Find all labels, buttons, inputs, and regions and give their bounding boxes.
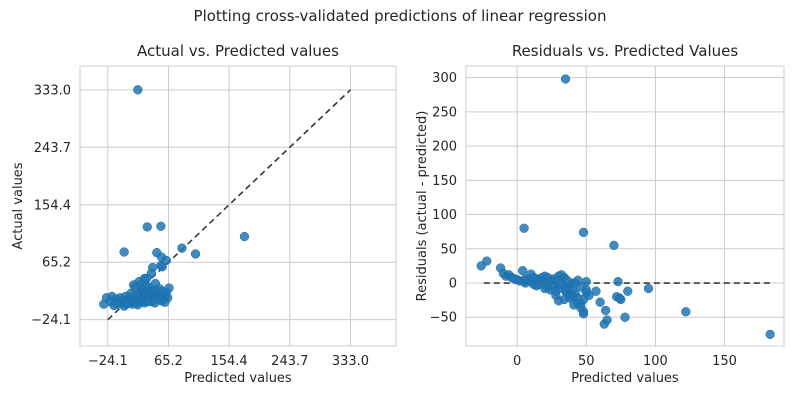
y-tick-label: −24.1 (31, 313, 71, 328)
y-tick-label: 0 (449, 277, 457, 292)
data-point (565, 293, 575, 303)
data-point (164, 283, 174, 293)
data-point (177, 243, 187, 253)
data-point (157, 262, 167, 272)
data-point (562, 275, 572, 285)
data-point (190, 249, 201, 259)
residuals-y-axis-label: Residuals (actual - predicted) (415, 111, 430, 302)
data-point (609, 240, 619, 251)
residuals-y-ticks: −50 0 50 100 150 200 250 300 (430, 71, 457, 326)
data-point (156, 221, 166, 231)
data-point (518, 266, 528, 276)
actual-vs-predicted-plot-frame (79, 65, 397, 347)
x-tick-label: 100 (643, 354, 668, 369)
data-point (613, 276, 623, 287)
data-point (620, 312, 630, 322)
x-tick-label: 154.4 (210, 354, 247, 369)
residuals-x-axis-label: Predicted values (571, 371, 679, 386)
actual-vs-predicted-chart: −24.1 65.2 154.4 243.7 333.0 −24.1 65.2 154.4 2… (11, 42, 397, 386)
figure-suptitle: Plotting cross-validated predictions of … (194, 7, 607, 25)
y-tick-label: 333.0 (34, 83, 71, 98)
x-tick-label: 150 (712, 354, 737, 369)
data-point (765, 329, 775, 340)
actual-vs-predicted-y-axis-label: Actual values (11, 162, 26, 249)
actual-vs-predicted-y-ticks: −24.1 65.2 154.4 243.7 333.0 (31, 83, 71, 328)
actual-vs-predicted-gridlines (80, 66, 396, 346)
residuals-x-ticks: 0 50 100 150 (513, 354, 737, 369)
data-point (591, 286, 601, 296)
data-point (643, 283, 654, 294)
data-point (520, 274, 531, 284)
y-tick-label: 65.2 (42, 256, 71, 271)
x-tick-label: −24.1 (88, 354, 128, 369)
data-point (578, 227, 589, 238)
y-tick-label: 50 (440, 242, 457, 257)
x-tick-label: 0 (513, 354, 521, 369)
data-point (239, 231, 250, 242)
data-point (595, 297, 605, 307)
actual-vs-predicted-x-ticks: −24.1 65.2 154.4 243.7 333.0 (88, 354, 369, 369)
y-tick-label: 200 (432, 140, 457, 155)
y-tick-label: 250 (432, 105, 457, 120)
data-point (141, 281, 151, 291)
residuals-points (476, 74, 775, 340)
data-point (133, 85, 143, 95)
y-tick-label: 300 (432, 71, 457, 86)
data-point (581, 285, 591, 295)
x-tick-label: 50 (578, 354, 595, 369)
data-point (154, 284, 165, 294)
residuals-gridlines (466, 66, 784, 346)
data-point (681, 307, 691, 317)
y-tick-label: 154.4 (34, 198, 71, 213)
y-tick-label: −50 (430, 311, 457, 326)
data-point (560, 74, 571, 84)
data-point (623, 286, 633, 296)
data-point (142, 222, 152, 232)
data-point (160, 297, 170, 307)
y-tick-label: 150 (432, 174, 457, 189)
data-point (602, 315, 612, 325)
x-tick-label: 333.0 (332, 354, 369, 369)
actual-vs-predicted-x-axis-label: Predicted values (184, 371, 292, 386)
data-point (578, 309, 589, 319)
data-point (551, 290, 561, 300)
residuals-vs-predicted-chart: 0 50 100 150 −50 0 50 100 150 200 250 300 Residual… (415, 42, 785, 386)
actual-vs-predicted-points (99, 85, 250, 311)
residuals-title: Residuals vs. Predicted Values (512, 42, 739, 60)
data-point (567, 285, 578, 295)
data-point (519, 223, 529, 233)
data-point (482, 256, 492, 266)
data-point (553, 271, 564, 281)
actual-vs-predicted-title: Actual vs. Predicted values (137, 42, 339, 60)
data-point (600, 305, 611, 316)
x-tick-label: 243.7 (271, 354, 308, 369)
data-point (614, 293, 625, 303)
residuals-plot-frame (465, 65, 785, 347)
y-tick-label: 100 (432, 208, 457, 223)
x-tick-label: 65.2 (154, 354, 183, 369)
data-point (581, 276, 591, 287)
data-point (119, 247, 129, 257)
data-point (569, 300, 579, 310)
y-tick-label: 243.7 (34, 141, 71, 156)
